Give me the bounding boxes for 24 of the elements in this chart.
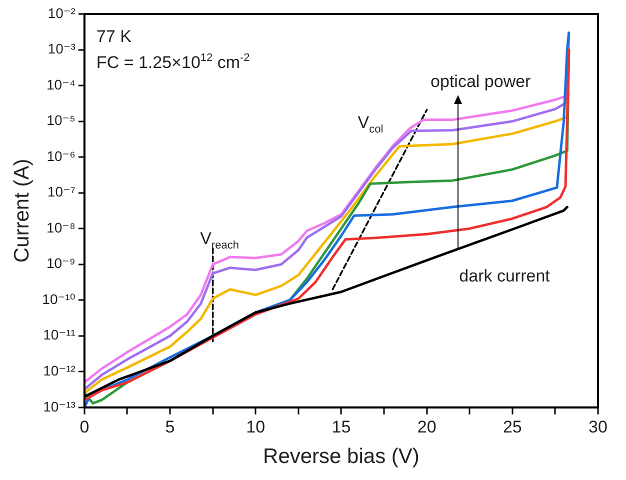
- annotation: optical power: [430, 72, 532, 91]
- y-tick-label: 10⁻⁹: [46, 255, 76, 272]
- y-tick-label: 10⁻⁴: [46, 76, 76, 92]
- x-tick-label: 20: [417, 417, 436, 436]
- y-tick-label: 10⁻¹⁰: [42, 290, 76, 307]
- y-tick-label: 10⁻⁷: [47, 184, 76, 200]
- annotation: dark current: [459, 266, 550, 286]
- y-tick-label: 10⁻⁵: [46, 112, 76, 128]
- x-axis-title: Reverse bias (V): [263, 445, 420, 468]
- x-tick-label: 5: [165, 417, 175, 436]
- x-tick-label: 10: [246, 417, 266, 436]
- y-tick-label: 10⁻²: [48, 4, 76, 21]
- y-tick-label: 10⁻¹²: [43, 362, 76, 378]
- y-tick-label: 10⁻⁸: [46, 219, 76, 236]
- y-tick-label: 10⁻⁶: [46, 148, 76, 164]
- y-tick-label: 10⁻¹¹: [43, 326, 76, 343]
- y-tick-label: 10⁻³: [48, 40, 76, 57]
- x-tick-label: 15: [332, 417, 351, 436]
- y-tick-label: 10⁻¹³: [43, 398, 76, 414]
- x-tick-label: 0: [80, 417, 90, 436]
- y-axis-title: Current (A): [10, 158, 34, 263]
- annotation: 77 K: [96, 27, 132, 46]
- x-tick-label: 30: [588, 417, 608, 436]
- x-tick-label: 25: [502, 417, 522, 436]
